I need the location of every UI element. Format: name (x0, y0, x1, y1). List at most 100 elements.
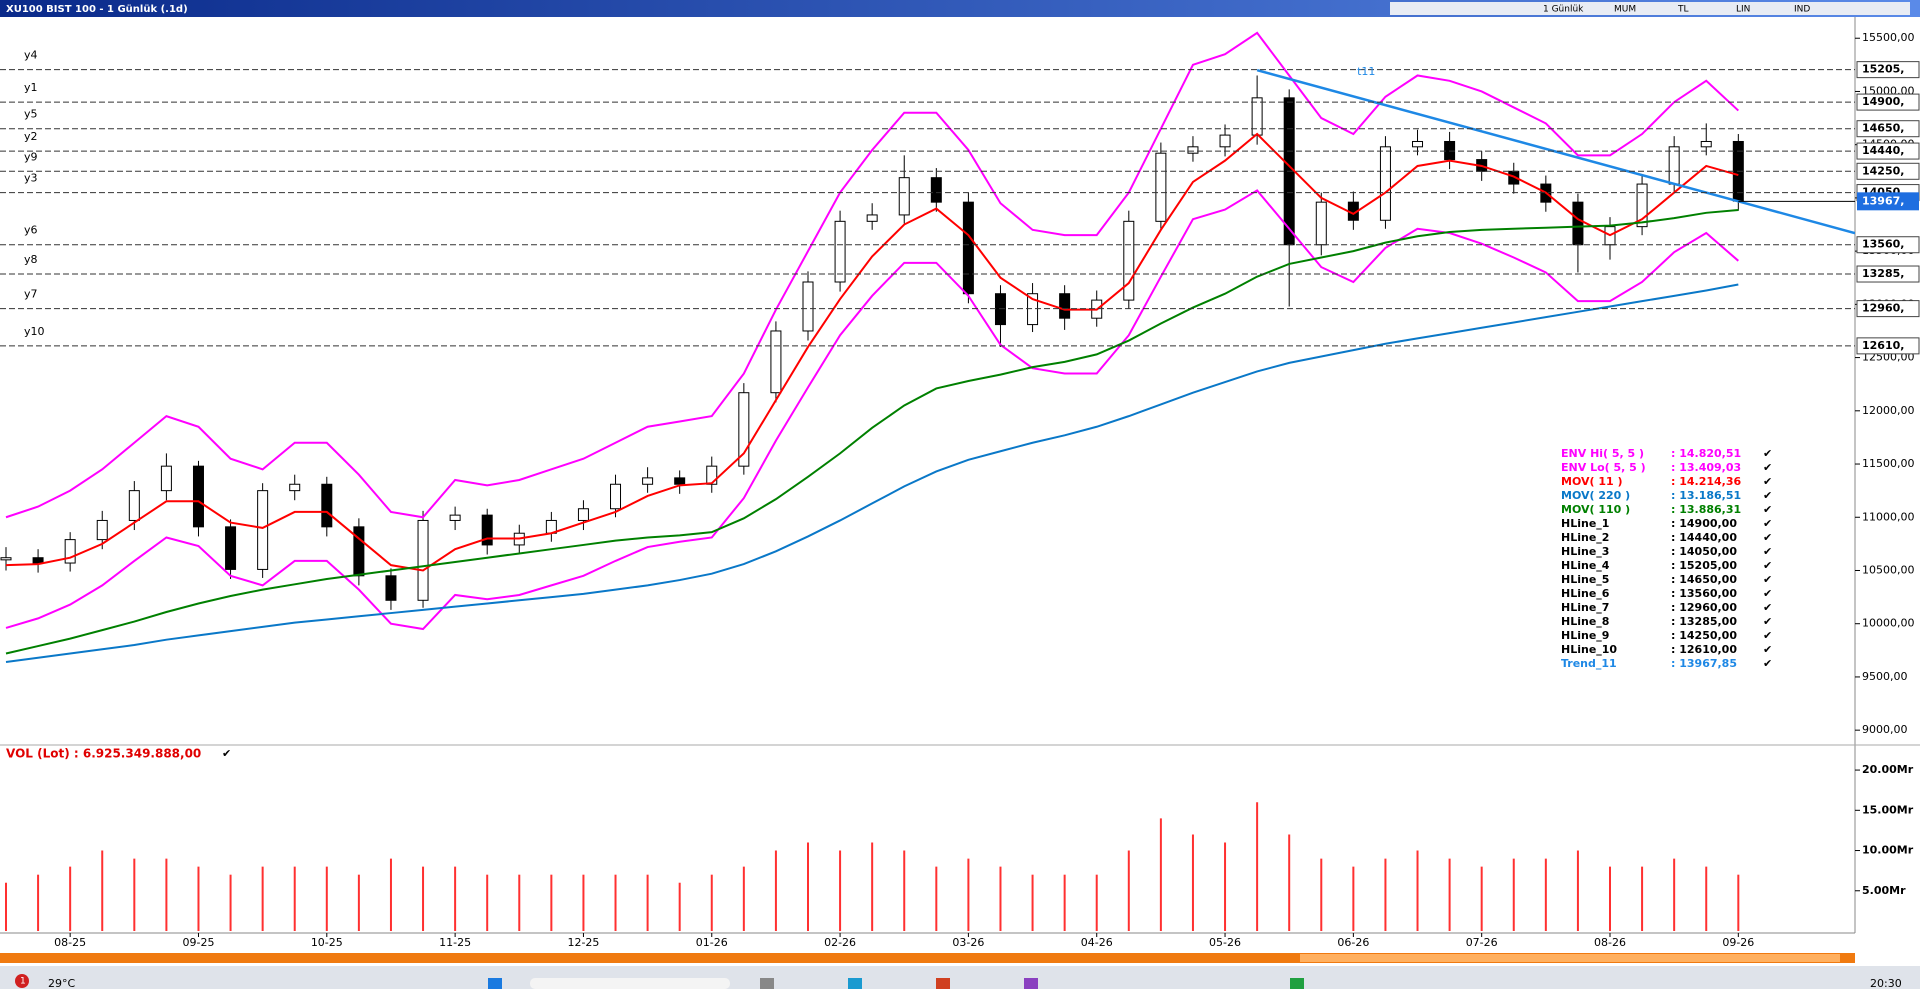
legend-value: : 13285,00 (1671, 615, 1737, 628)
legend-value: : 13.886,31 (1671, 503, 1741, 516)
legend-name: HLine_4 (1561, 559, 1610, 572)
hline-label: y3 (24, 172, 38, 185)
candle-body (225, 526, 237, 570)
hline-value: 12960, (1862, 302, 1904, 315)
hline-value: 14440, (1862, 144, 1904, 157)
legend-value: : 12960,00 (1671, 601, 1737, 614)
legend-check[interactable]: ✔ (1763, 531, 1772, 544)
hline-value-box (1856, 162, 1920, 180)
candle-body (321, 483, 333, 528)
window-title: XU100 BIST 100 - 1 Günlük (.1d) (6, 4, 188, 15)
taskbar (0, 966, 1920, 989)
candle-body (96, 519, 108, 541)
candle-body (738, 392, 750, 467)
legend-check[interactable]: ✔ (1763, 559, 1772, 572)
toolbar-item[interactable]: LIN (1736, 5, 1750, 15)
candle-body (385, 575, 397, 601)
hline-label: y2 (24, 130, 38, 143)
hline-label: y9 (24, 150, 38, 163)
candle-body (128, 490, 140, 521)
legend-check[interactable]: ✔ (1763, 447, 1772, 460)
app-icon[interactable] (760, 978, 774, 989)
hline-value-box (1856, 120, 1920, 138)
legend-name: ENV Lo( 5, 5 ) (1561, 461, 1646, 474)
hline-value-box (1856, 265, 1920, 283)
toolbar-item[interactable]: MUM (1614, 5, 1636, 15)
candle-body (577, 508, 589, 521)
trend-label: t11 (1357, 65, 1375, 78)
weather: 29°C (48, 977, 75, 989)
x-tick-label: 09-25 (182, 936, 214, 949)
hline-label: y10 (24, 325, 45, 338)
x-tick-label: 04-26 (1081, 936, 1113, 949)
legend-value: : 13.409,03 (1671, 461, 1741, 474)
candle-body (64, 539, 76, 564)
legend-name: HLine_7 (1561, 601, 1609, 614)
x-tick-label: 01-26 (696, 936, 728, 949)
legend-check[interactable]: ✔ (1763, 657, 1772, 670)
legend-check[interactable]: ✔ (1763, 489, 1772, 502)
legend-check[interactable]: ✔ (1763, 503, 1772, 516)
hline-value: 13560, (1862, 238, 1904, 251)
legend-value: : 14900,00 (1671, 517, 1737, 530)
x-tick-label: 08-26 (1594, 936, 1626, 949)
legend-check[interactable]: ✔ (1763, 545, 1772, 558)
legend-name: HLine_5 (1561, 573, 1609, 586)
legend-check[interactable]: ✔ (1763, 629, 1772, 642)
app-icon[interactable] (1024, 978, 1038, 989)
hline-label: y1 (24, 81, 38, 94)
y-tick-label: 5.00Mr (1862, 884, 1906, 897)
y-tick-label: 20.00Mr (1862, 763, 1914, 776)
toolbar-item[interactable]: 1 Günlük (1543, 5, 1584, 15)
start-icon[interactable] (488, 978, 502, 989)
legend-name: ENV Hi( 5, 5 ) (1561, 447, 1644, 460)
legend-name: HLine_3 (1561, 545, 1609, 558)
hline-value: 12610, (1862, 339, 1904, 352)
app-icon[interactable] (1290, 978, 1304, 989)
toolbar-item[interactable]: TL (1677, 5, 1689, 15)
legend-check[interactable]: ✔ (1763, 573, 1772, 586)
x-tick-label: 02-26 (824, 936, 856, 949)
hline-value: 15205, (1862, 63, 1904, 76)
app-icon[interactable] (848, 978, 862, 989)
x-tick-label: 03-26 (952, 936, 984, 949)
candle-body (866, 214, 878, 222)
candle-body (289, 483, 301, 492)
legend-name: HLine_6 (1561, 587, 1610, 600)
legend-check[interactable]: ✔ (1763, 517, 1772, 530)
y-tick-label: 9000,00 (1862, 723, 1908, 736)
scroll-thumb[interactable] (1300, 954, 1840, 962)
legend-check[interactable]: ✔ (222, 747, 231, 760)
legend-check[interactable]: ✔ (1763, 615, 1772, 628)
legend-check[interactable]: ✔ (1763, 475, 1772, 488)
candle-body (353, 526, 365, 577)
legend-name: HLine_2 (1561, 531, 1609, 544)
charts: 9000,00 9500,00 10000,00 10500,00 11000,00 11… (0, 31, 1920, 949)
candle-body (1219, 134, 1231, 148)
legend-value: : 14.820,51 (1671, 447, 1741, 460)
legend-check[interactable]: ✔ (1763, 461, 1772, 474)
hline-label: y7 (24, 288, 38, 301)
current-price: 13967, (1862, 194, 1904, 207)
hline-label: y8 (24, 253, 38, 266)
search-box[interactable] (530, 978, 730, 989)
candle-body (1059, 293, 1071, 319)
indicator-line (5, 283, 1739, 664)
hline-label: y6 (24, 224, 38, 237)
y-tick-label: 10.00Mr (1862, 844, 1914, 857)
legend-check[interactable]: ✔ (1763, 643, 1772, 656)
legend-check[interactable]: ✔ (1763, 601, 1772, 614)
hline-value-box (1856, 236, 1920, 254)
toolbar-item[interactable]: IND (1794, 5, 1810, 15)
indicator-line (5, 31, 1740, 519)
legend-value: : 14050,00 (1671, 545, 1737, 558)
badge: 1 (20, 977, 26, 987)
candle-body (898, 177, 910, 216)
candle-body (481, 514, 493, 546)
app-icon[interactable] (936, 978, 950, 989)
candle-body (930, 177, 942, 203)
legend-check[interactable]: ✔ (1763, 587, 1772, 600)
hline-value: 14900, (1862, 95, 1904, 108)
scrollbar[interactable] (0, 953, 1855, 963)
